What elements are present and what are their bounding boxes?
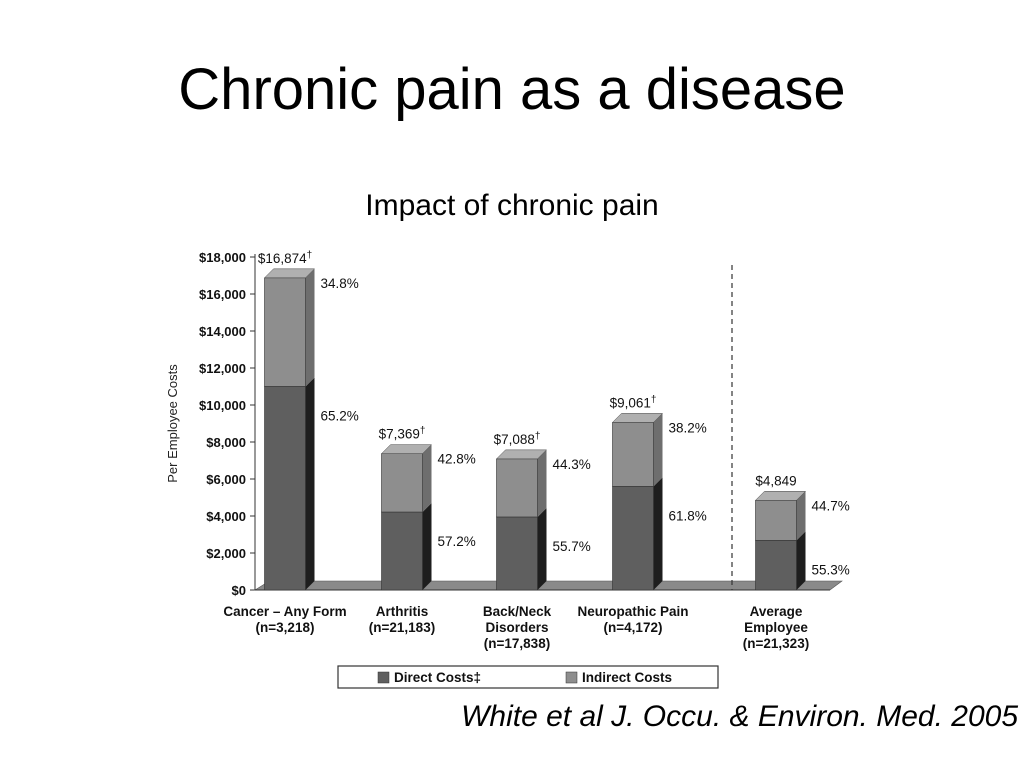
bar-total-label: $7,369† — [379, 426, 426, 442]
bar-direct-side — [305, 377, 315, 590]
bar-total-mark: † — [420, 426, 426, 437]
direct-percent-label: 65.2% — [321, 408, 359, 423]
x-category-n-label: (n=17,838) — [484, 636, 550, 651]
y-tick-label: $10,000 — [199, 398, 246, 413]
bar-indirect-side — [422, 444, 432, 513]
bar-direct-segment — [381, 511, 423, 591]
direct-percent-label: 55.3% — [812, 562, 850, 577]
bar-direct-side — [653, 477, 663, 590]
bar-indirect-segment — [381, 453, 423, 513]
bar-total-mark: † — [307, 250, 313, 261]
bar-indirect-segment — [755, 499, 797, 541]
legend-label-direct: Direct Costs‡ — [394, 670, 481, 685]
stacked-bar-chart: Per Employee Costs $0 $2,000 $4,000 $6,000 $8… — [150, 232, 860, 692]
y-tick-label: $8,000 — [206, 435, 246, 450]
bar-top-face — [495, 449, 548, 460]
y-tick-label: $4,000 — [206, 509, 246, 524]
y-tick-label: $12,000 — [199, 361, 246, 376]
bar-indirect-side — [796, 491, 806, 541]
bar-top-face — [611, 413, 664, 423]
bar-direct-segment — [755, 540, 797, 591]
chart-floor — [253, 580, 843, 591]
indirect-percent-label: 38.2% — [669, 420, 707, 435]
bar-total-label: $9,061† — [610, 394, 657, 410]
y-tick-label: $18,000 — [199, 250, 246, 265]
y-axis-label: Per Employee Costs — [165, 364, 180, 483]
direct-percent-label: 61.8% — [669, 508, 707, 523]
bar-indirect-side — [305, 268, 315, 387]
indirect-percent-label: 44.7% — [812, 498, 850, 513]
bar-indirect-segment — [264, 277, 306, 387]
y-tick-label: $6,000 — [206, 472, 246, 487]
bar-direct-side — [537, 507, 547, 590]
bar-direct-segment — [264, 386, 306, 591]
legend-swatch-indirect — [565, 671, 578, 684]
x-category-n-label: (n=21,183) — [369, 620, 435, 635]
bar-total-label: $16,874† — [258, 250, 312, 266]
legend-box — [337, 665, 719, 689]
chart-title: Impact of chronic pain — [365, 189, 659, 222]
bar-total-mark: † — [651, 394, 657, 405]
bar-indirect-side — [537, 449, 547, 517]
bar-total-label: $7,088† — [494, 431, 541, 447]
x-category-label: Back/Neck — [483, 604, 552, 619]
y-tick-label: $0 — [232, 583, 246, 598]
indirect-percent-label: 44.3% — [553, 457, 591, 472]
direct-percent-label: 55.7% — [553, 539, 591, 554]
y-tick-label: $14,000 — [199, 324, 246, 339]
bar-indirect-segment — [496, 458, 538, 518]
bar-indirect-side — [653, 413, 663, 487]
citation: White et al J. Occu. & Environ. Med. 200… — [461, 700, 1018, 733]
indirect-percent-label: 34.8% — [321, 276, 359, 291]
bar-top-face — [263, 268, 316, 279]
x-category-label: Cancer – Any Form — [223, 604, 346, 619]
indirect-percent-label: 42.8% — [438, 452, 476, 467]
slide-title: Chronic pain as a disease — [178, 57, 846, 122]
y-tick-label: $2,000 — [206, 546, 246, 561]
bar-total-mark: † — [535, 431, 541, 442]
x-category-label: Neuropathic Pain — [577, 604, 688, 619]
x-category-label: Average — [750, 604, 803, 619]
x-category-n-label: (n=3,218) — [256, 620, 315, 635]
legend-label-indirect: Indirect Costs — [582, 670, 672, 685]
bar-direct-segment — [612, 486, 654, 591]
bar-total-label: $4,849 — [755, 473, 796, 488]
x-category-n-label: (n=21,323) — [743, 636, 809, 651]
bar-direct-segment — [496, 516, 538, 591]
x-category-n-label: (n=4,172) — [604, 620, 663, 635]
direct-percent-label: 57.2% — [438, 534, 476, 549]
bar-indirect-segment — [612, 422, 654, 487]
x-category-label: Disorders — [485, 620, 548, 635]
bar-direct-side — [796, 531, 806, 590]
y-tick-label: $16,000 — [199, 287, 246, 302]
x-category-label: Employee — [744, 620, 808, 635]
bar-direct-side — [422, 503, 432, 590]
bar-top-face — [380, 444, 433, 454]
legend-swatch-direct — [377, 671, 390, 684]
bar-top-face — [754, 491, 807, 501]
chart-svg: Per Employee Costs $0 $2,000 $4,000 $6,000 $8… — [165, 250, 850, 689]
x-category-label: Arthritis — [376, 604, 429, 619]
